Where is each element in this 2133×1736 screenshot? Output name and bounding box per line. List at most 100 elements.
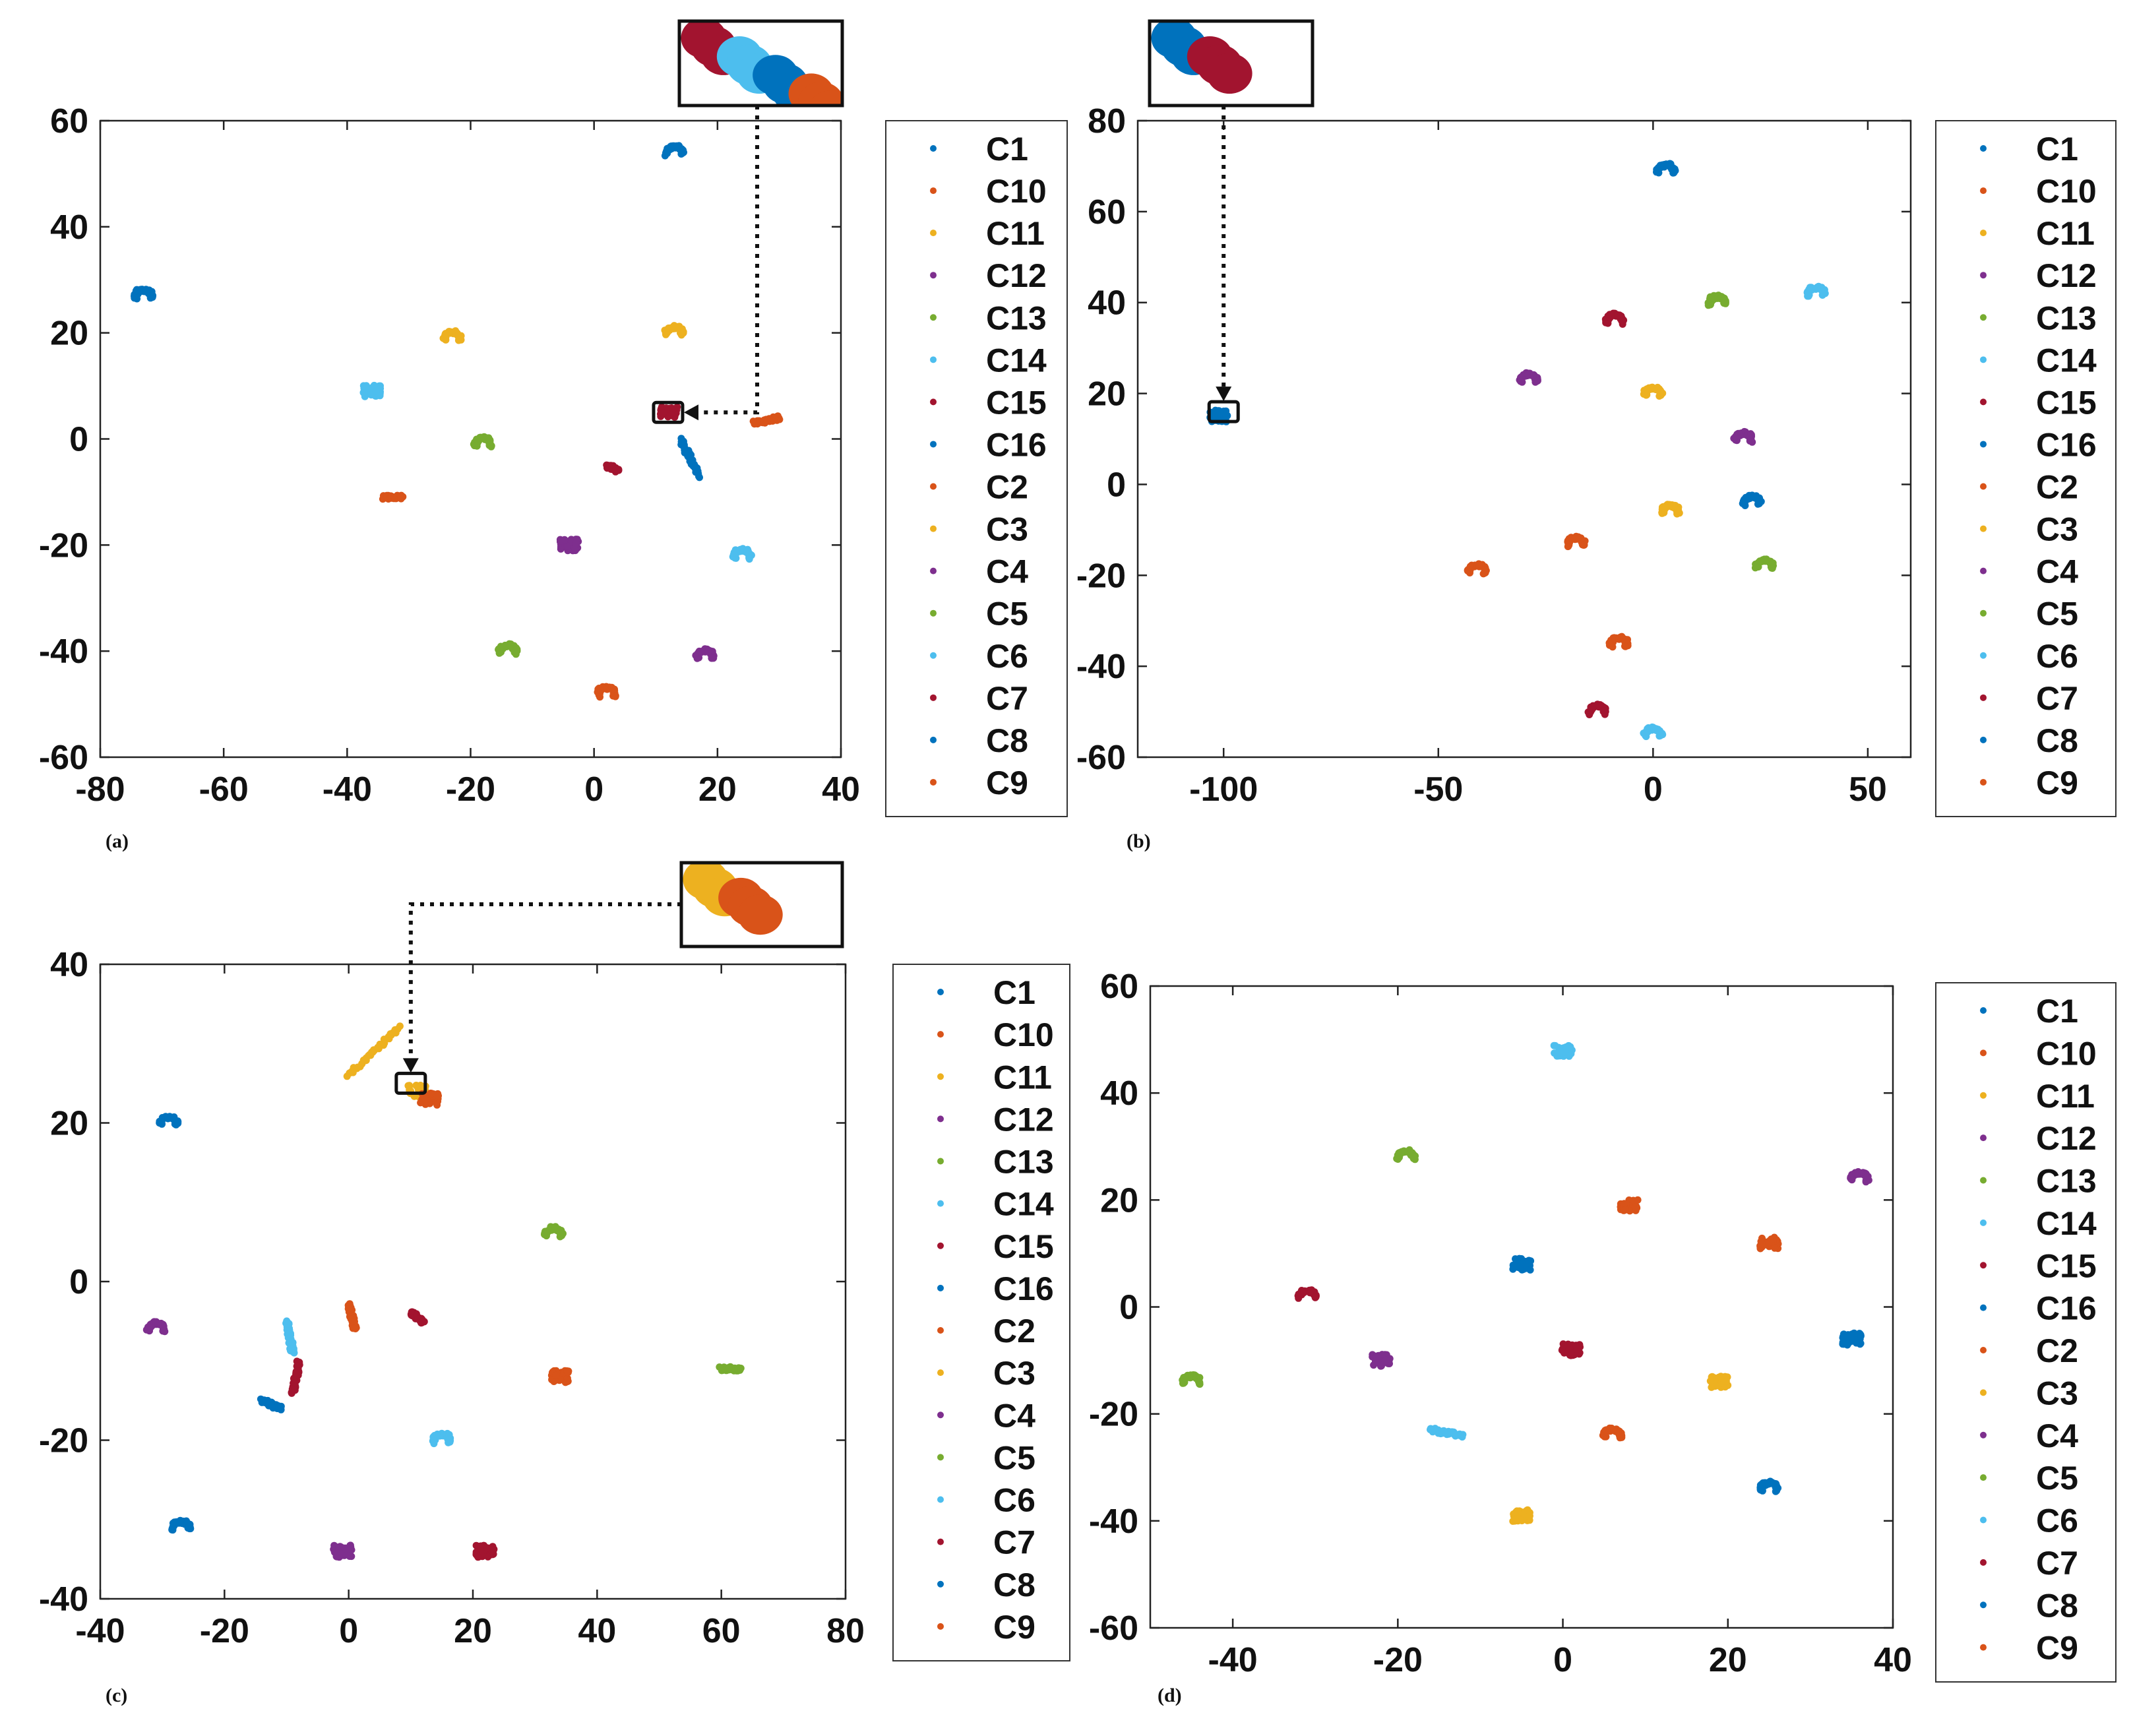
legend-label-C6: C6 [986, 638, 1028, 675]
legend-marker-C10 [1980, 1049, 1987, 1057]
inset-content [1151, 21, 1252, 94]
zoom-inset [652, 19, 844, 424]
legend-marker-C4 [930, 567, 937, 574]
legend-label-C4: C4 [2036, 1417, 2078, 1454]
legend-marker-C14 [1980, 356, 1987, 363]
legend-marker-C1 [1980, 1007, 1987, 1014]
legend-box [1935, 982, 2117, 1683]
legend-label-C11: C11 [993, 1059, 1052, 1096]
legend-marker-C3 [1980, 525, 1987, 532]
data-point-C10 [1621, 642, 1629, 650]
data-point-C14 [446, 1438, 454, 1446]
data-point-C15 [418, 1318, 426, 1326]
y-tick-label: 40 [1100, 1074, 1138, 1113]
legend-marker-C9 [937, 1623, 944, 1630]
legend: C1 C10 C11 C12 C13 C14 C15 C16 C2 C3 C4 C5 C6 C7 C8 C9 [885, 120, 1068, 817]
y-tick-label: 20 [1088, 375, 1126, 414]
legend-marker-C12 [1980, 272, 1987, 279]
legend-label-C6: C6 [2036, 638, 2078, 675]
x-tick-label: -40 [75, 1612, 125, 1650]
data-point-C16 [1216, 409, 1223, 416]
data-point-C14 [1819, 290, 1827, 297]
legend-label-C9: C9 [993, 1609, 1036, 1646]
panel-b: -100 -50 0 50-60-40-20020406080C1C10C11C12C… [1076, 19, 2117, 852]
data-point-C5 [1196, 1380, 1203, 1388]
data-point-C7 [288, 1389, 295, 1397]
y-tick-label: 40 [50, 208, 88, 247]
legend-label-C1: C1 [2036, 993, 2078, 1030]
legend-label-C5: C5 [2036, 1460, 2078, 1497]
zoom-inset [394, 861, 844, 1095]
zoom-marker [1207, 400, 1240, 423]
inset-frame [677, 19, 844, 108]
data-point-C15 [489, 1547, 497, 1555]
data-point-C5 [716, 1363, 724, 1371]
x-tick-label: 40 [1874, 1641, 1912, 1679]
data-point-C3 [1717, 1373, 1725, 1380]
scatter-points [1206, 160, 1829, 741]
data-point-C15 [1572, 1342, 1580, 1349]
legend-marker-C6 [937, 1496, 944, 1503]
legend-marker-C8 [1980, 1601, 1987, 1609]
legend-marker-C1 [1980, 145, 1987, 152]
legend-label-C10: C10 [2036, 1035, 2097, 1072]
legend-label-C11: C11 [2036, 215, 2095, 252]
inset-content [681, 21, 842, 106]
data-point-C10 [1631, 1203, 1639, 1211]
data-point-C4 [1862, 1178, 1870, 1186]
legend-marker-C7 [930, 694, 937, 701]
axes-box [99, 963, 847, 1600]
legend-box [1935, 120, 2117, 817]
data-point-C11 [1675, 509, 1683, 516]
legend-marker-C11 [1980, 230, 1987, 237]
data-point-C13 [1720, 299, 1728, 307]
x-tick-label: -20 [1373, 1641, 1423, 1679]
axes-box [1136, 119, 1912, 759]
y-tick-label: 40 [50, 946, 88, 984]
legend-label-C16: C16 [2036, 426, 2097, 463]
data-point-C12 [346, 1543, 354, 1551]
legend-label-C8: C8 [2036, 722, 2078, 759]
data-point-C6 [1551, 1041, 1559, 1049]
data-point-C15 [1575, 1350, 1583, 1358]
data-point-C10 [1621, 1200, 1628, 1208]
data-point-C7 [613, 466, 621, 474]
zoom-arrowhead [683, 404, 698, 421]
legend-label-C3: C3 [986, 511, 1028, 548]
y-tick-label: 0 [69, 1263, 88, 1301]
legend-label-C5: C5 [993, 1439, 1036, 1476]
legend-marker-C11 [930, 230, 937, 237]
legend-marker-C2 [937, 1327, 944, 1334]
legend-marker-C7 [1980, 694, 1987, 701]
data-point-C9 [1757, 1237, 1765, 1245]
inset-frame [1148, 19, 1314, 108]
legend-label-C6: C6 [993, 1482, 1036, 1519]
x-tick-label: -80 [75, 770, 125, 809]
legend-label-C13: C13 [993, 1144, 1054, 1181]
legend: C1 C10 C11 C12 C13 C14 C15 C16 C2 C3 C4 C5 C6 C7 C8 C9 [1935, 120, 2117, 817]
data-point-C6 [359, 382, 367, 390]
data-point-C8 [1773, 1487, 1781, 1495]
x-tick-label: -40 [1208, 1641, 1258, 1679]
legend-label-C14: C14 [2036, 342, 2097, 379]
data-point-C6 [372, 387, 380, 395]
zoom-arrowhead [402, 1058, 419, 1073]
scatter-points [131, 142, 784, 701]
legend-label-C7: C7 [986, 680, 1028, 717]
zoom-marker [394, 1071, 427, 1095]
panel-label: (b) [1127, 830, 1151, 852]
legend-marker-C8 [1980, 736, 1987, 743]
legend-marker-C3 [937, 1369, 944, 1377]
inset-blob [1206, 53, 1252, 94]
data-point-C10 [1634, 1196, 1642, 1204]
data-point-C15 [1619, 321, 1626, 328]
legend-marker-C2 [1980, 1347, 1987, 1353]
legend-marker-C6 [1980, 1516, 1987, 1524]
data-point-C10 [552, 1371, 560, 1379]
data-point-C9 [1580, 542, 1588, 549]
legend-label-C13: C13 [2036, 1163, 2097, 1200]
legend-marker-C3 [1980, 1389, 1987, 1396]
data-point-C11 [396, 1022, 404, 1030]
x-tick-label: 20 [698, 770, 737, 809]
legend-label-C4: C4 [986, 553, 1028, 590]
